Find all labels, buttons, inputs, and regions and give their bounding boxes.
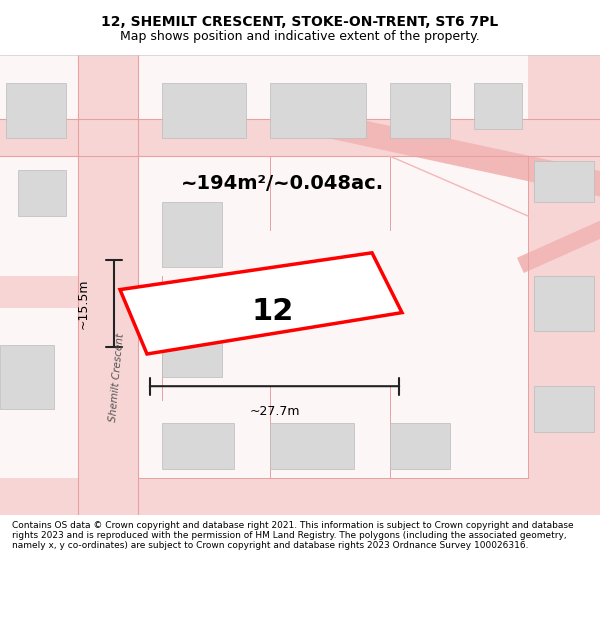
- Bar: [78, 55, 138, 515]
- Bar: [0, 478, 600, 515]
- Bar: [162, 82, 246, 138]
- Text: ~15.5m: ~15.5m: [77, 278, 90, 329]
- Text: Shemilt Crescent: Shemilt Crescent: [108, 332, 126, 422]
- Bar: [6, 82, 66, 138]
- Bar: [0, 345, 54, 409]
- Bar: [474, 82, 522, 129]
- Text: ~27.7m: ~27.7m: [249, 404, 300, 418]
- Text: ~194m²/~0.048ac.: ~194m²/~0.048ac.: [181, 174, 383, 193]
- Bar: [270, 82, 366, 138]
- Polygon shape: [120, 253, 402, 354]
- Bar: [534, 386, 594, 432]
- Text: Map shows position and indicative extent of the property.: Map shows position and indicative extent…: [120, 30, 480, 43]
- Bar: [390, 423, 450, 469]
- Bar: [528, 55, 600, 515]
- Bar: [0, 276, 132, 308]
- Text: Contains OS data © Crown copyright and database right 2021. This information is : Contains OS data © Crown copyright and d…: [12, 521, 574, 550]
- Bar: [270, 423, 354, 469]
- Text: 12, SHEMILT CRESCENT, STOKE-ON-TRENT, ST6 7PL: 12, SHEMILT CRESCENT, STOKE-ON-TRENT, ST…: [101, 16, 499, 29]
- Bar: [0, 119, 600, 156]
- Text: 12: 12: [251, 297, 293, 326]
- Bar: [162, 423, 234, 469]
- Bar: [534, 276, 594, 331]
- Bar: [534, 161, 594, 202]
- Bar: [162, 312, 222, 377]
- Bar: [390, 82, 450, 138]
- Bar: [162, 202, 222, 267]
- Bar: [18, 170, 66, 216]
